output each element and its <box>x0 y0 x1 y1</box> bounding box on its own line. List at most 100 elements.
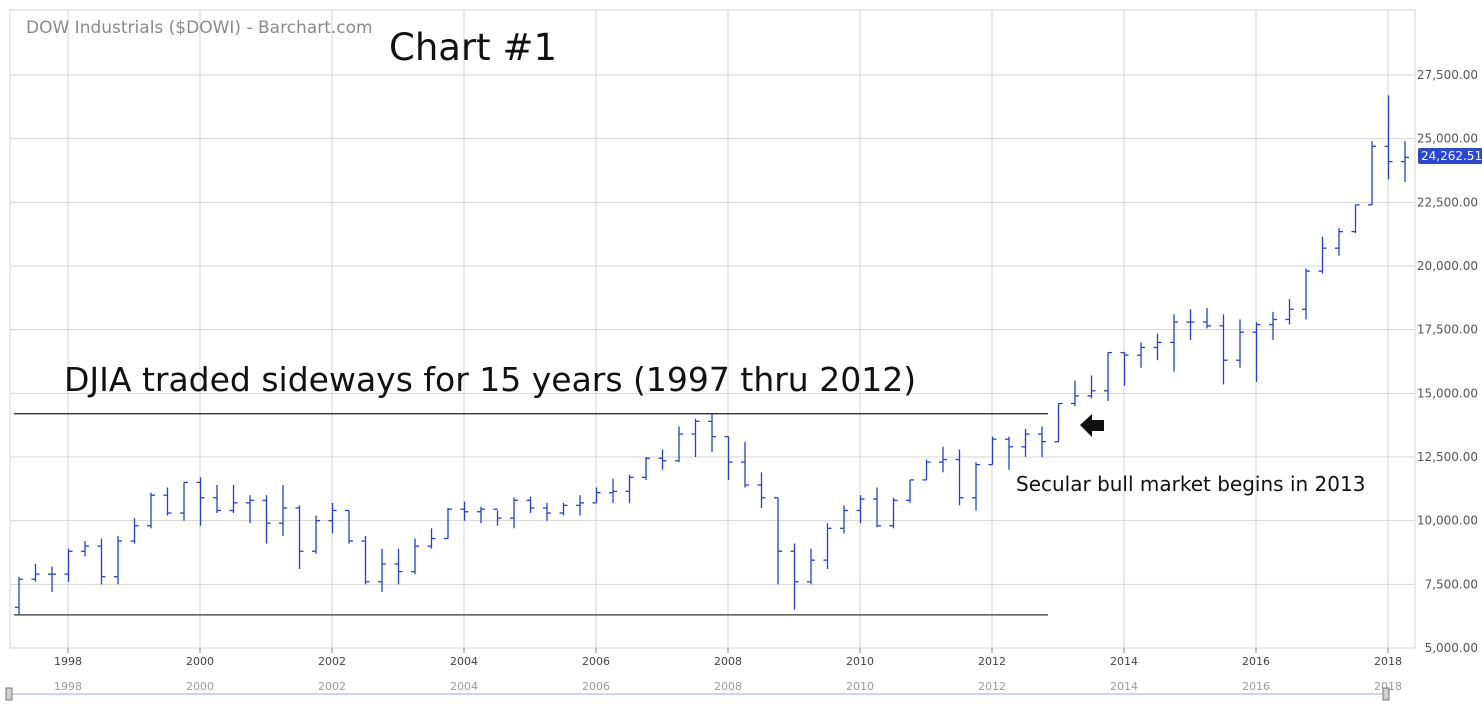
ohlc-bar <box>1120 351 1129 386</box>
ohlc-bar <box>1302 268 1310 320</box>
ohlc-bar <box>691 418 700 457</box>
ohlc-bar <box>576 495 584 516</box>
ohlc-bar <box>741 441 749 488</box>
x-tick-label: 2014 <box>1110 655 1138 668</box>
navigator-label: 2018 <box>1374 680 1402 693</box>
plot-frame <box>9 9 1416 649</box>
navigator-handle-right <box>1382 687 1390 701</box>
ohlc-bar <box>1137 342 1145 368</box>
navigator-label: 2012 <box>978 680 1006 693</box>
ohlc-bar <box>1368 141 1376 206</box>
source-title: DOW Industrials ($DOWI) - Barchart.com <box>26 18 373 38</box>
x-tick-label: 2006 <box>582 655 610 668</box>
ohlc-bar <box>823 523 832 570</box>
ohlc-bar <box>64 548 73 582</box>
ohlc-bar <box>1186 309 1195 340</box>
x-tick-label: 2000 <box>186 655 214 668</box>
ohlc-bar <box>856 495 865 524</box>
navigator-label: 2016 <box>1242 680 1270 693</box>
ohlc-bar <box>873 487 881 528</box>
ohlc-bar <box>48 566 56 592</box>
ohlc-bar <box>1038 426 1046 457</box>
y-tick-label: 12,500.00 <box>1417 450 1478 464</box>
x-axis: 1998 2000 2002 2004 2006 2008 2010 2012 2014 2016… <box>54 648 1402 668</box>
y-tick-label: 20,000.00 <box>1417 259 1478 273</box>
navigator-label: 2004 <box>450 680 478 693</box>
ohlc-bar <box>361 535 370 585</box>
ohlc-bar <box>345 509 353 544</box>
ohlc-bar <box>427 528 436 549</box>
x-tick-label: 2016 <box>1242 655 1270 668</box>
ohlc-bar <box>493 508 502 526</box>
ohlc-bar <box>147 492 155 529</box>
navigator-label: 2006 <box>582 680 610 693</box>
ohlc-bar <box>774 497 782 585</box>
ohlc-bar <box>97 538 106 585</box>
y-tick-label: 10,000.00 <box>1417 514 1478 528</box>
ohlc-bar <box>312 515 320 554</box>
navigator[interactable]: 1998 2000 2002 2004 2006 2008 2010 2012 2014 2016… <box>5 680 1402 701</box>
ohlc-bar <box>625 474 634 503</box>
ohlc-bar <box>906 479 914 503</box>
ohlc-bar <box>213 485 221 514</box>
x-tick-label: 2018 <box>1374 655 1402 668</box>
navigator-label: 2010 <box>846 680 874 693</box>
ohlc-bar <box>1219 314 1228 385</box>
y-tick-label: 27,500.00 <box>1417 68 1478 82</box>
ohlc-bar <box>1401 141 1409 182</box>
ohlc-bar <box>1104 351 1112 401</box>
ohlc-bar <box>724 435 733 480</box>
level-lines <box>14 413 1048 616</box>
ohlc-bar <box>163 487 172 516</box>
ohlc-bar <box>510 497 518 529</box>
ohlc-bar <box>130 518 139 544</box>
ohlc-bar <box>460 501 469 521</box>
ohlc-bar <box>1335 227 1343 256</box>
ohlc-bar <box>180 481 188 521</box>
last-price-badge: 24,262.51 <box>1418 148 1482 164</box>
ohlc-bar <box>790 543 799 610</box>
ohlc-bar <box>1318 236 1327 274</box>
y-axis: 5,000.00 7,500.00 10,000.00 12,500.00 15,000… <box>1417 68 1478 655</box>
ohlc-bar <box>15 576 23 615</box>
ohlc-bar <box>1351 204 1360 233</box>
ohlc-bar <box>1054 402 1063 443</box>
ohlc-bar <box>1203 308 1211 329</box>
ohlc-bar <box>295 505 304 570</box>
y-tick-label: 25,000.00 <box>1417 132 1478 146</box>
ohlc-bar <box>708 413 716 452</box>
ohlc-bar <box>658 449 667 470</box>
ohlc-bar <box>229 485 238 514</box>
navigator-label: 2014 <box>1110 680 1138 693</box>
ohlc-bar <box>1005 436 1013 470</box>
ohlc-bar <box>939 446 947 473</box>
ohlc-bar <box>328 502 337 534</box>
ohlc-bar <box>972 462 980 511</box>
x-tick-label: 2004 <box>450 655 478 668</box>
navigator-handle-left <box>5 687 13 701</box>
y-tick-label: 22,500.00 <box>1417 195 1478 209</box>
grid-lines <box>9 9 1416 649</box>
y-tick-label: 5,000.00 <box>1425 641 1478 655</box>
ohlc-bar <box>1384 95 1393 180</box>
ohlc-bar <box>757 472 766 508</box>
ohlc-bar <box>411 538 419 575</box>
ohlc-bar <box>477 506 485 524</box>
ohlc-bar <box>543 502 551 521</box>
ohlc-bar <box>1269 311 1277 340</box>
ohlc-bar <box>196 477 205 526</box>
ohlc-bar <box>675 426 683 463</box>
x-tick-label: 1998 <box>54 655 82 668</box>
left-arrow-icon <box>1080 414 1104 437</box>
ohlc-bar <box>642 457 650 480</box>
ohlc-bar <box>840 505 848 534</box>
ohlc-bar <box>592 487 601 504</box>
ohlc-bar <box>889 497 898 529</box>
ohlc-bar <box>1087 375 1096 399</box>
ohlc-series <box>15 95 1409 615</box>
navigator-label: 1998 <box>54 680 82 693</box>
chart-title: Chart #1 <box>389 26 557 69</box>
ohlc-bar <box>807 548 815 585</box>
ohlc-bar <box>1285 299 1294 325</box>
